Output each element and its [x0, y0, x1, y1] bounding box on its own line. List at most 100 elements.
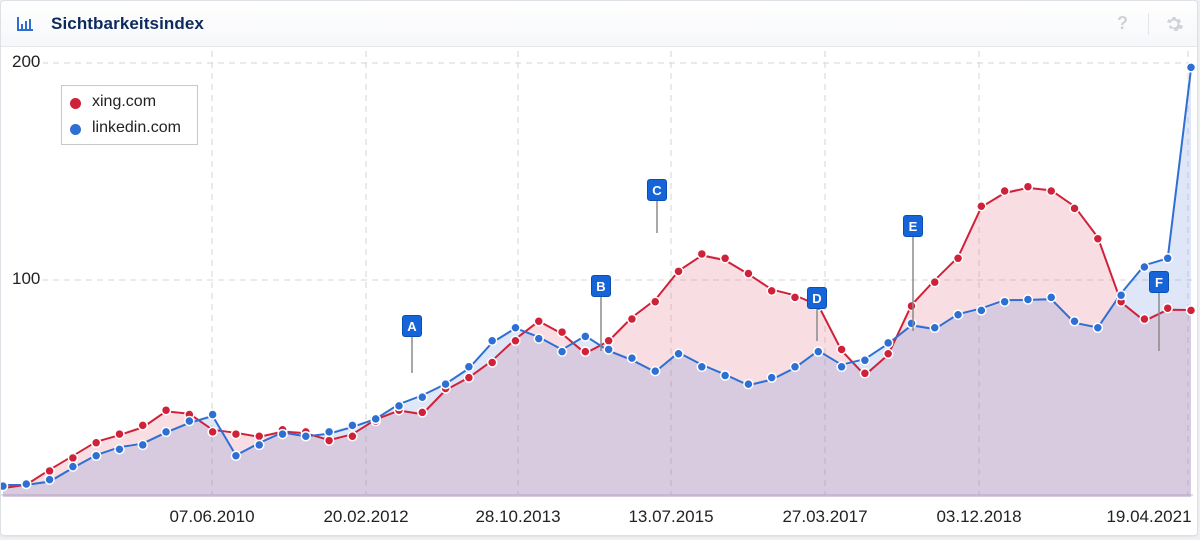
- data-point[interactable]: [952, 309, 964, 320]
- data-point[interactable]: [90, 437, 102, 448]
- data-point[interactable]: [1, 480, 9, 492]
- data-point[interactable]: [603, 335, 614, 347]
- data-point[interactable]: [90, 450, 102, 462]
- event-marker-f[interactable]: F: [1149, 271, 1169, 293]
- data-point[interactable]: [347, 430, 358, 442]
- data-point[interactable]: [323, 426, 335, 438]
- data-point[interactable]: [277, 428, 288, 440]
- data-point[interactable]: [44, 474, 55, 485]
- data-point[interactable]: [207, 409, 218, 420]
- data-point[interactable]: [417, 407, 428, 418]
- data-point[interactable]: [1185, 305, 1197, 316]
- data-point[interactable]: [836, 344, 847, 355]
- data-point[interactable]: [952, 253, 964, 264]
- data-point[interactable]: [510, 322, 521, 333]
- data-point[interactable]: [859, 368, 871, 379]
- data-point[interactable]: [114, 428, 125, 440]
- data-point[interactable]: [1069, 315, 1080, 327]
- data-point[interactable]: [789, 292, 801, 303]
- data-point[interactable]: [1092, 233, 1104, 245]
- data-point[interactable]: [114, 444, 125, 455]
- data-point[interactable]: [859, 355, 871, 366]
- help-icon[interactable]: ?: [1117, 13, 1128, 33]
- data-point[interactable]: [976, 305, 987, 316]
- data-point[interactable]: [929, 276, 941, 288]
- data-point[interactable]: [906, 318, 917, 329]
- data-point[interactable]: [1162, 253, 1173, 264]
- data-point[interactable]: [207, 426, 218, 438]
- data-point[interactable]: [556, 326, 568, 338]
- data-point[interactable]: [160, 426, 172, 438]
- data-point[interactable]: [300, 430, 312, 442]
- data-point[interactable]: [533, 315, 545, 327]
- data-point[interactable]: [463, 361, 475, 373]
- data-point[interactable]: [999, 185, 1010, 197]
- data-point[interactable]: [906, 300, 917, 312]
- data-point[interactable]: [393, 400, 405, 412]
- event-marker-e[interactable]: E: [903, 215, 923, 237]
- data-point[interactable]: [836, 361, 847, 373]
- gear-icon[interactable]: [1164, 14, 1184, 34]
- data-point[interactable]: [789, 361, 801, 373]
- data-point[interactable]: [556, 346, 568, 357]
- data-point[interactable]: [533, 333, 545, 344]
- data-point[interactable]: [44, 465, 55, 477]
- event-marker-c[interactable]: C: [647, 179, 667, 201]
- data-point[interactable]: [813, 346, 824, 357]
- data-point[interactable]: [580, 346, 591, 357]
- data-point[interactable]: [743, 378, 754, 390]
- data-point[interactable]: [440, 378, 451, 390]
- data-point[interactable]: [696, 361, 708, 373]
- data-point[interactable]: [160, 404, 172, 416]
- data-point[interactable]: [1092, 322, 1104, 333]
- event-marker-a[interactable]: A: [402, 315, 422, 337]
- data-point[interactable]: [766, 372, 777, 383]
- data-point[interactable]: [1045, 185, 1057, 197]
- data-point[interactable]: [67, 452, 79, 464]
- data-point[interactable]: [649, 365, 661, 377]
- event-marker-d[interactable]: D: [807, 287, 827, 309]
- data-point[interactable]: [673, 348, 684, 360]
- data-point[interactable]: [649, 296, 661, 307]
- data-point[interactable]: [230, 428, 242, 440]
- data-point[interactable]: [976, 200, 987, 212]
- data-point[interactable]: [999, 296, 1010, 307]
- data-point[interactable]: [1069, 203, 1080, 214]
- data-point[interactable]: [137, 439, 149, 451]
- data-point[interactable]: [929, 322, 941, 333]
- data-point[interactable]: [1022, 294, 1034, 305]
- data-point[interactable]: [463, 372, 475, 383]
- data-point[interactable]: [1162, 302, 1173, 314]
- data-point[interactable]: [719, 253, 731, 264]
- data-point[interactable]: [1045, 292, 1057, 303]
- data-point[interactable]: [253, 430, 265, 442]
- data-point[interactable]: [21, 478, 32, 490]
- data-point[interactable]: [696, 248, 708, 260]
- data-point[interactable]: [882, 337, 894, 349]
- data-point[interactable]: [580, 331, 591, 342]
- data-point[interactable]: [1115, 289, 1127, 301]
- data-point[interactable]: [1139, 261, 1150, 273]
- data-point[interactable]: [626, 313, 638, 325]
- data-point[interactable]: [417, 391, 428, 403]
- data-point[interactable]: [1139, 313, 1150, 325]
- data-point[interactable]: [510, 335, 521, 347]
- data-point[interactable]: [230, 450, 242, 462]
- data-point[interactable]: [743, 268, 754, 279]
- data-point[interactable]: [603, 344, 614, 355]
- data-point[interactable]: [719, 370, 731, 381]
- data-point[interactable]: [253, 439, 265, 451]
- data-point[interactable]: [486, 357, 498, 368]
- data-point[interactable]: [184, 415, 195, 427]
- data-point[interactable]: [626, 352, 638, 364]
- data-point[interactable]: [323, 435, 335, 446]
- data-point[interactable]: [1022, 181, 1034, 192]
- data-point[interactable]: [1185, 62, 1197, 73]
- event-marker-b[interactable]: B: [591, 275, 611, 297]
- data-point[interactable]: [137, 420, 149, 431]
- data-point[interactable]: [882, 348, 894, 360]
- data-point[interactable]: [67, 461, 79, 472]
- data-point[interactable]: [766, 285, 777, 297]
- data-point[interactable]: [673, 266, 684, 277]
